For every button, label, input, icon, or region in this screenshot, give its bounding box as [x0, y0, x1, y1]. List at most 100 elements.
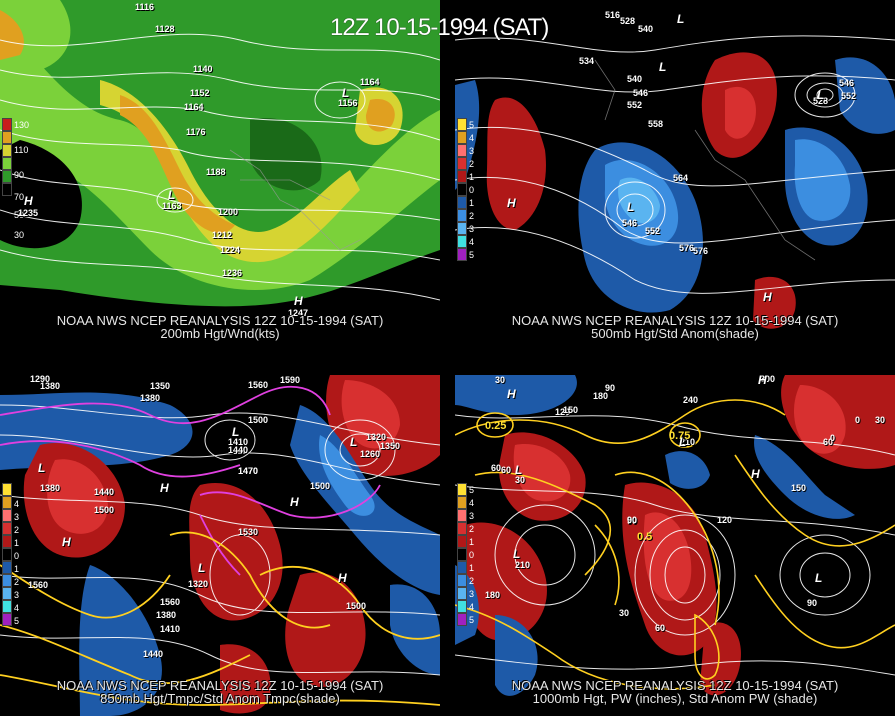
- colorbar-label: 2: [469, 211, 475, 221]
- contour-label: 1140: [193, 64, 213, 74]
- panel-500mb-map: 5 4 3 2 1 0 1 2 3 4 5 516 528 540 534 54…: [455, 0, 895, 345]
- contour-label: 1410: [160, 624, 181, 634]
- colorbar-label: 1: [469, 198, 475, 208]
- low-center-marker: L: [350, 435, 358, 449]
- contour-label: 576: [693, 246, 709, 256]
- panel-caption-source: NOAA NWS NCEP REANALYSIS 12Z 10-15-1994 …: [511, 313, 839, 328]
- jet-stream-shading: [0, 0, 440, 345]
- contour-label: 564: [673, 173, 689, 183]
- high-center-marker: H: [751, 467, 760, 481]
- temperature-anomaly-shading: [0, 375, 440, 716]
- colorbar-label: 2: [469, 576, 475, 586]
- high-center-marker: H: [763, 290, 772, 304]
- contour-label: 1380: [140, 393, 161, 403]
- contour-label: 30: [515, 475, 526, 485]
- colorbar-label: 1: [14, 564, 20, 574]
- contour-label: 552: [627, 100, 643, 110]
- contour-label: 1560: [248, 380, 269, 390]
- panel-caption-field: 850mb Hgt/Tmpc/Std Anom Tmpc(shade): [100, 691, 340, 706]
- contour-label: 1128: [155, 24, 175, 34]
- high-center-marker: H: [290, 495, 299, 509]
- panel-1000mb-pw-map: 5 4 3 2 1 0 1 2 3 4 5 30 60 90 120 240 3…: [455, 375, 895, 716]
- colorbar-label: 4: [14, 499, 20, 509]
- colorbar-label: 4: [469, 498, 475, 508]
- low-center-marker: L: [815, 571, 823, 585]
- colorbar-label: 5: [469, 250, 475, 260]
- contour-label: 1116: [135, 2, 155, 12]
- low-center-marker: L: [627, 200, 635, 214]
- pw-anomaly-shading: [455, 375, 895, 716]
- contour-label: 1440: [94, 487, 115, 497]
- colorbar-label: 3: [14, 512, 20, 522]
- panel-caption-field: 200mb Hgt/Wnd(kts): [160, 326, 280, 341]
- high-center-marker: H: [24, 194, 33, 208]
- contour-label: 1156: [338, 98, 358, 108]
- colorbar-label: 2: [469, 524, 475, 534]
- high-center-marker: H: [160, 481, 169, 495]
- low-center-marker: L: [38, 461, 46, 475]
- contour-label: 1235: [18, 208, 39, 218]
- colorbar-label: 70: [14, 192, 25, 202]
- contour-label: 210: [515, 560, 531, 570]
- colorbar-label: 3: [469, 511, 475, 521]
- contour-label: 30: [875, 415, 886, 425]
- contour-label: 1260: [360, 449, 381, 459]
- high-center-marker: H: [294, 294, 303, 308]
- panel-caption-source: NOAA NWS NCEP REANALYSIS 12Z 10-15-1994 …: [56, 313, 384, 328]
- colorbar-label: 50: [14, 210, 25, 220]
- high-center-marker: H: [62, 535, 71, 549]
- contour-label: 1560: [160, 597, 181, 607]
- contour-label: 576: [679, 243, 695, 253]
- contour-label: 150: [563, 405, 579, 415]
- contour-label: 1152: [190, 88, 210, 98]
- panel-200mb-map: 130 110 90 70 50 30 1116 1128 1140 1152 …: [0, 0, 440, 345]
- colorbar-label: 3: [469, 146, 475, 156]
- contour-label: 1380: [40, 381, 61, 391]
- contour-label: 1500: [346, 601, 367, 611]
- low-center-marker: L: [513, 547, 521, 561]
- contour-label: 30: [495, 375, 506, 385]
- contour-label: 1500: [94, 505, 115, 515]
- low-center-marker: L: [232, 425, 240, 439]
- colorbar-label: 4: [469, 133, 475, 143]
- contour-label: 0: [830, 433, 836, 443]
- contour-label: 1247: [288, 308, 309, 318]
- colorbar-label: 3: [469, 224, 475, 234]
- pw-contour-label: 0.75: [669, 430, 691, 442]
- contour-label: 0: [855, 415, 861, 425]
- colorbar-label: 5: [469, 615, 475, 625]
- colorbar-label: 5: [469, 120, 475, 130]
- contour-label: 1350: [380, 441, 401, 451]
- contour-label: 552: [645, 226, 661, 236]
- colorbar-label: 3: [14, 590, 20, 600]
- temp-anomaly-colorbar: [2, 483, 12, 626]
- colorbar-label: 0: [469, 550, 475, 560]
- contour-label: 1530: [238, 527, 259, 537]
- contour-label: 1200: [218, 207, 239, 217]
- low-center-marker: L: [677, 12, 685, 26]
- contour-label: 1470: [238, 466, 259, 476]
- page-title: 12Z 10-15-1994 (SAT): [330, 14, 549, 41]
- pw-anomaly-colorbar: [457, 483, 467, 626]
- contour-label: 1176: [186, 127, 206, 137]
- contour-label: 180: [485, 590, 501, 600]
- anomaly-shading: [455, 0, 895, 345]
- contour-label: 1380: [156, 610, 177, 620]
- colorbar-label: 90: [14, 170, 25, 180]
- contour-label: 1590: [280, 375, 301, 385]
- colorbar-label: 1: [14, 538, 20, 548]
- contour-label: 240: [683, 395, 699, 405]
- contour-label: 1320: [366, 432, 387, 442]
- contour-label: 1236: [222, 268, 243, 278]
- low-center-marker: L: [679, 435, 687, 449]
- contour-label: 30: [619, 608, 630, 618]
- colorbar-label: 4: [469, 602, 475, 612]
- std-anomaly-colorbar: [457, 118, 467, 261]
- panel-caption-field: 1000mb Hgt, PW (inches), Std Anom PW (sh…: [532, 691, 818, 706]
- contour-label: 1212: [212, 230, 233, 240]
- contour-label: 1380: [40, 483, 61, 493]
- pw-contour-label: 0.5: [637, 531, 653, 543]
- contour-label: 1440: [143, 649, 164, 659]
- colorbar-label: 4: [14, 603, 20, 613]
- pw-contour-label: 0.25: [485, 420, 507, 432]
